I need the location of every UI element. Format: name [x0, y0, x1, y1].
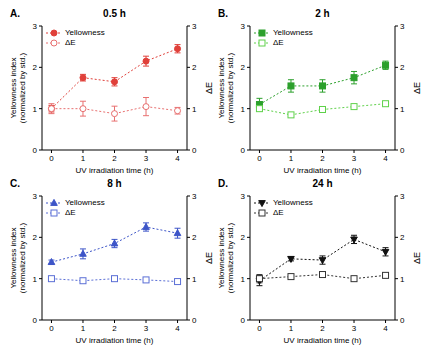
- svg-text:2: 2: [400, 63, 405, 72]
- svg-text:1: 1: [241, 105, 246, 114]
- svg-text:2: 2: [241, 233, 246, 242]
- svg-text:0: 0: [257, 154, 262, 163]
- svg-text:3: 3: [33, 22, 38, 31]
- svg-text:1: 1: [192, 105, 197, 114]
- svg-text:3: 3: [241, 192, 246, 201]
- svg-text:2: 2: [112, 154, 117, 163]
- html-text:ΔE: ΔE: [273, 208, 284, 217]
- html-text:C.: C.: [10, 178, 20, 189]
- html-text:(normalized by std.): (normalized by std.): [18, 52, 27, 124]
- svg-text:1: 1: [400, 105, 405, 114]
- svg-text:1: 1: [192, 275, 197, 284]
- html-text:0.5 h: 0.5 h: [103, 8, 126, 19]
- html-text:UV irradiation time (h): UV irradiation time (h): [283, 166, 362, 175]
- svg-text:0: 0: [192, 316, 197, 325]
- svg-text:2: 2: [320, 324, 325, 333]
- svg-text:1: 1: [81, 154, 86, 163]
- svg-text:0: 0: [49, 324, 54, 333]
- svg-text:2: 2: [241, 63, 246, 72]
- svg-text:4: 4: [175, 154, 180, 163]
- html-text:ΔE: ΔE: [412, 252, 422, 264]
- svg-text:2: 2: [192, 63, 197, 72]
- html-text:Yellowness index: Yellowness index: [217, 227, 226, 289]
- svg-text:3: 3: [400, 192, 405, 201]
- html-text:ΔE: ΔE: [273, 38, 284, 47]
- html-text:UV irradiation time (h): UV irradiation time (h): [283, 336, 362, 345]
- svg-text:1: 1: [33, 275, 38, 284]
- svg-text:3: 3: [241, 22, 246, 31]
- svg-text:4: 4: [383, 324, 388, 333]
- svg-text:2: 2: [400, 233, 405, 242]
- html-text:A.: A.: [10, 8, 20, 19]
- html-text:Yellowness: Yellowness: [65, 28, 105, 37]
- svg-text:3: 3: [144, 324, 149, 333]
- html-text:D.: D.: [218, 178, 228, 189]
- svg-text:3: 3: [352, 324, 357, 333]
- html-text:Yellowness: Yellowness: [273, 28, 313, 37]
- svg-text:2: 2: [33, 63, 38, 72]
- svg-text:1: 1: [241, 275, 246, 284]
- html-text:UV irradiation time (h): UV irradiation time (h): [75, 336, 154, 345]
- svg-text:0: 0: [49, 154, 54, 163]
- html-text:24 h: 24 h: [312, 178, 333, 189]
- html-text:ΔE: ΔE: [204, 82, 214, 94]
- svg-text:2: 2: [320, 154, 325, 163]
- svg-text:1: 1: [81, 324, 86, 333]
- svg-text:1: 1: [33, 105, 38, 114]
- html-text:Yellowness index: Yellowness index: [9, 57, 18, 119]
- svg-text:0: 0: [241, 316, 246, 325]
- html-text:Yellowness: Yellowness: [65, 198, 105, 207]
- svg-text:4: 4: [175, 324, 180, 333]
- svg-text:0: 0: [400, 146, 405, 155]
- svg-text:0: 0: [33, 146, 38, 155]
- html-text:ΔE: ΔE: [204, 252, 214, 264]
- svg-text:2: 2: [112, 324, 117, 333]
- svg-text:2: 2: [33, 233, 38, 242]
- html-text:B.: B.: [218, 8, 228, 19]
- svg-text:0: 0: [192, 146, 197, 155]
- html-text:Yellowness: Yellowness: [273, 198, 313, 207]
- html-text:2 h: 2 h: [315, 8, 330, 19]
- html-text:(normalized by std.): (normalized by std.): [226, 52, 235, 124]
- html-text:(normalized by std.): (normalized by std.): [18, 222, 27, 294]
- html-text:8 h: 8 h: [107, 178, 122, 189]
- svg-text:1: 1: [289, 324, 294, 333]
- svg-text:2: 2: [192, 233, 197, 242]
- html-text:(normalized by std.): (normalized by std.): [226, 222, 235, 294]
- svg-text:0: 0: [400, 316, 405, 325]
- svg-text:3: 3: [192, 22, 197, 31]
- svg-text:0: 0: [33, 316, 38, 325]
- svg-text:1: 1: [289, 154, 294, 163]
- html-text:Yellowness index: Yellowness index: [217, 57, 226, 119]
- svg-text:0: 0: [241, 146, 246, 155]
- svg-text:3: 3: [33, 192, 38, 201]
- svg-text:3: 3: [192, 192, 197, 201]
- html-text:UV irradiation time (h): UV irradiation time (h): [75, 166, 154, 175]
- svg-text:3: 3: [352, 154, 357, 163]
- svg-text:4: 4: [383, 154, 388, 163]
- svg-text:3: 3: [144, 154, 149, 163]
- svg-text:3: 3: [400, 22, 405, 31]
- svg-text:0: 0: [257, 324, 262, 333]
- html-text:ΔE: ΔE: [412, 82, 422, 94]
- svg-text:1: 1: [400, 275, 405, 284]
- html-text:Yellowness index: Yellowness index: [9, 227, 18, 289]
- html-text:ΔE: ΔE: [65, 208, 76, 217]
- html-text:ΔE: ΔE: [65, 38, 76, 47]
